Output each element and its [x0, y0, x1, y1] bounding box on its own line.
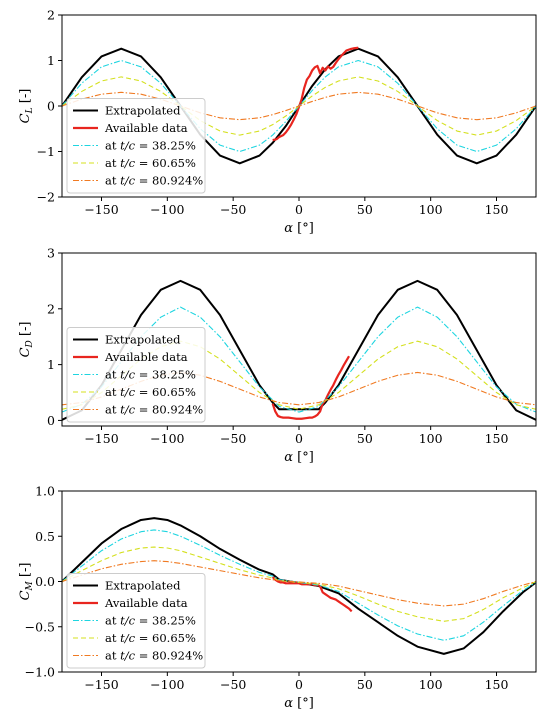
x-tick-label: 0 — [295, 677, 303, 692]
series-line-2 — [271, 355, 350, 420]
y-axis-label: CL [-] — [18, 89, 35, 124]
x-axis-label: α [°] — [284, 221, 314, 236]
legend-label: Available data — [104, 350, 188, 364]
y-tick-label: 0.5 — [35, 529, 55, 544]
y-axis-label: CM [-] — [18, 563, 35, 601]
series-line-5 — [62, 91, 536, 121]
y-tick-label: −0.5 — [25, 619, 55, 634]
chart-panel-1: −150 −100 −50 0 50 100 150 −2 −1 0 1 2 α [°] CL [-] Ex… — [18, 8, 537, 236]
x-tick-label: −50 — [220, 202, 246, 217]
y-tick-label: 2 — [47, 8, 55, 23]
legend-box — [66, 98, 206, 194]
x-tick-label: 150 — [485, 677, 509, 692]
x-tick-label: 100 — [419, 202, 443, 217]
chart-panel-3: −150 −100 −50 0 50 100 150 −1.0 −0.5 0.0 0.5 1.0 α [… — [18, 484, 537, 711]
y-tick-label: 0 — [47, 99, 55, 114]
series-line-2 — [272, 46, 359, 142]
x-axis-label: α [°] — [284, 696, 314, 711]
x-tick-label: −150 — [84, 202, 118, 217]
x-tick-label: −100 — [150, 431, 184, 446]
legend-label: at t/c = 80.924% — [105, 649, 203, 663]
x-tick-label: 150 — [485, 202, 509, 217]
series-line-3 — [62, 306, 536, 413]
series-line-3 — [62, 59, 536, 153]
series-line-2 — [271, 576, 353, 613]
x-tick-label: 0 — [295, 431, 303, 446]
x-tick-label: −50 — [220, 677, 246, 692]
series-line-3 — [62, 529, 536, 641]
legend: Extrapolated Available data at t/c = 38.25… — [66, 98, 206, 194]
legend-label: at t/c = 60.65% — [105, 385, 196, 399]
x-tick-label: −150 — [84, 431, 118, 446]
y-tick-label: 1 — [47, 53, 55, 68]
legend: Extrapolated Available data at t/c = 38.25… — [66, 573, 206, 669]
legend-label: at t/c = 38.25% — [105, 614, 196, 628]
legend-label: Extrapolated — [105, 333, 181, 347]
legend-label: at t/c = 60.65% — [105, 156, 196, 170]
legend: Extrapolated Available data at t/c = 38.25… — [66, 327, 206, 423]
y-tick-label: 3 — [47, 246, 55, 261]
legend-box — [66, 573, 206, 669]
x-tick-label: −150 — [84, 677, 118, 692]
series-line-4 — [62, 340, 536, 410]
x-tick-label: 50 — [357, 431, 373, 446]
y-tick-label: 2 — [47, 301, 55, 316]
x-tick-label: 50 — [357, 202, 373, 217]
x-tick-label: 50 — [357, 677, 373, 692]
legend-box — [66, 327, 206, 423]
series-line-1 — [62, 279, 536, 421]
x-tick-label: 150 — [485, 431, 509, 446]
x-axis-label: α [°] — [284, 450, 314, 465]
series-line-5 — [62, 560, 536, 607]
x-tick-label: 0 — [295, 202, 303, 217]
x-tick-label: 100 — [419, 431, 443, 446]
series-line-1 — [62, 517, 536, 655]
legend-label: at t/c = 38.25% — [105, 368, 196, 382]
legend-label: Extrapolated — [105, 579, 181, 593]
chart-panel-2: −150 −100 −50 0 50 100 150 0 1 2 3 α [°] CD [-] Extra… — [18, 246, 537, 465]
legend-label: at t/c = 80.924% — [105, 403, 203, 417]
series-line-4 — [62, 546, 536, 622]
x-tick-label: 100 — [419, 677, 443, 692]
y-tick-label: −1 — [37, 144, 55, 159]
x-tick-label: −100 — [150, 677, 184, 692]
legend-label: Available data — [104, 121, 188, 135]
legend-label: at t/c = 80.924% — [105, 174, 203, 188]
y-tick-label: 1 — [47, 357, 55, 372]
legend-label: at t/c = 38.25% — [105, 139, 196, 153]
y-tick-label: 0.0 — [35, 574, 55, 589]
legend-label: Extrapolated — [105, 104, 181, 118]
y-tick-label: −2 — [37, 190, 55, 205]
legend-label: Available data — [104, 596, 188, 610]
x-tick-label: −100 — [150, 202, 184, 217]
y-tick-label: 0 — [47, 413, 55, 428]
y-tick-label: −1.0 — [25, 665, 55, 680]
x-tick-label: −50 — [220, 431, 246, 446]
y-tick-label: 1.0 — [35, 484, 55, 499]
y-axis-label: CD [-] — [18, 322, 35, 358]
legend-label: at t/c = 60.65% — [105, 631, 196, 645]
